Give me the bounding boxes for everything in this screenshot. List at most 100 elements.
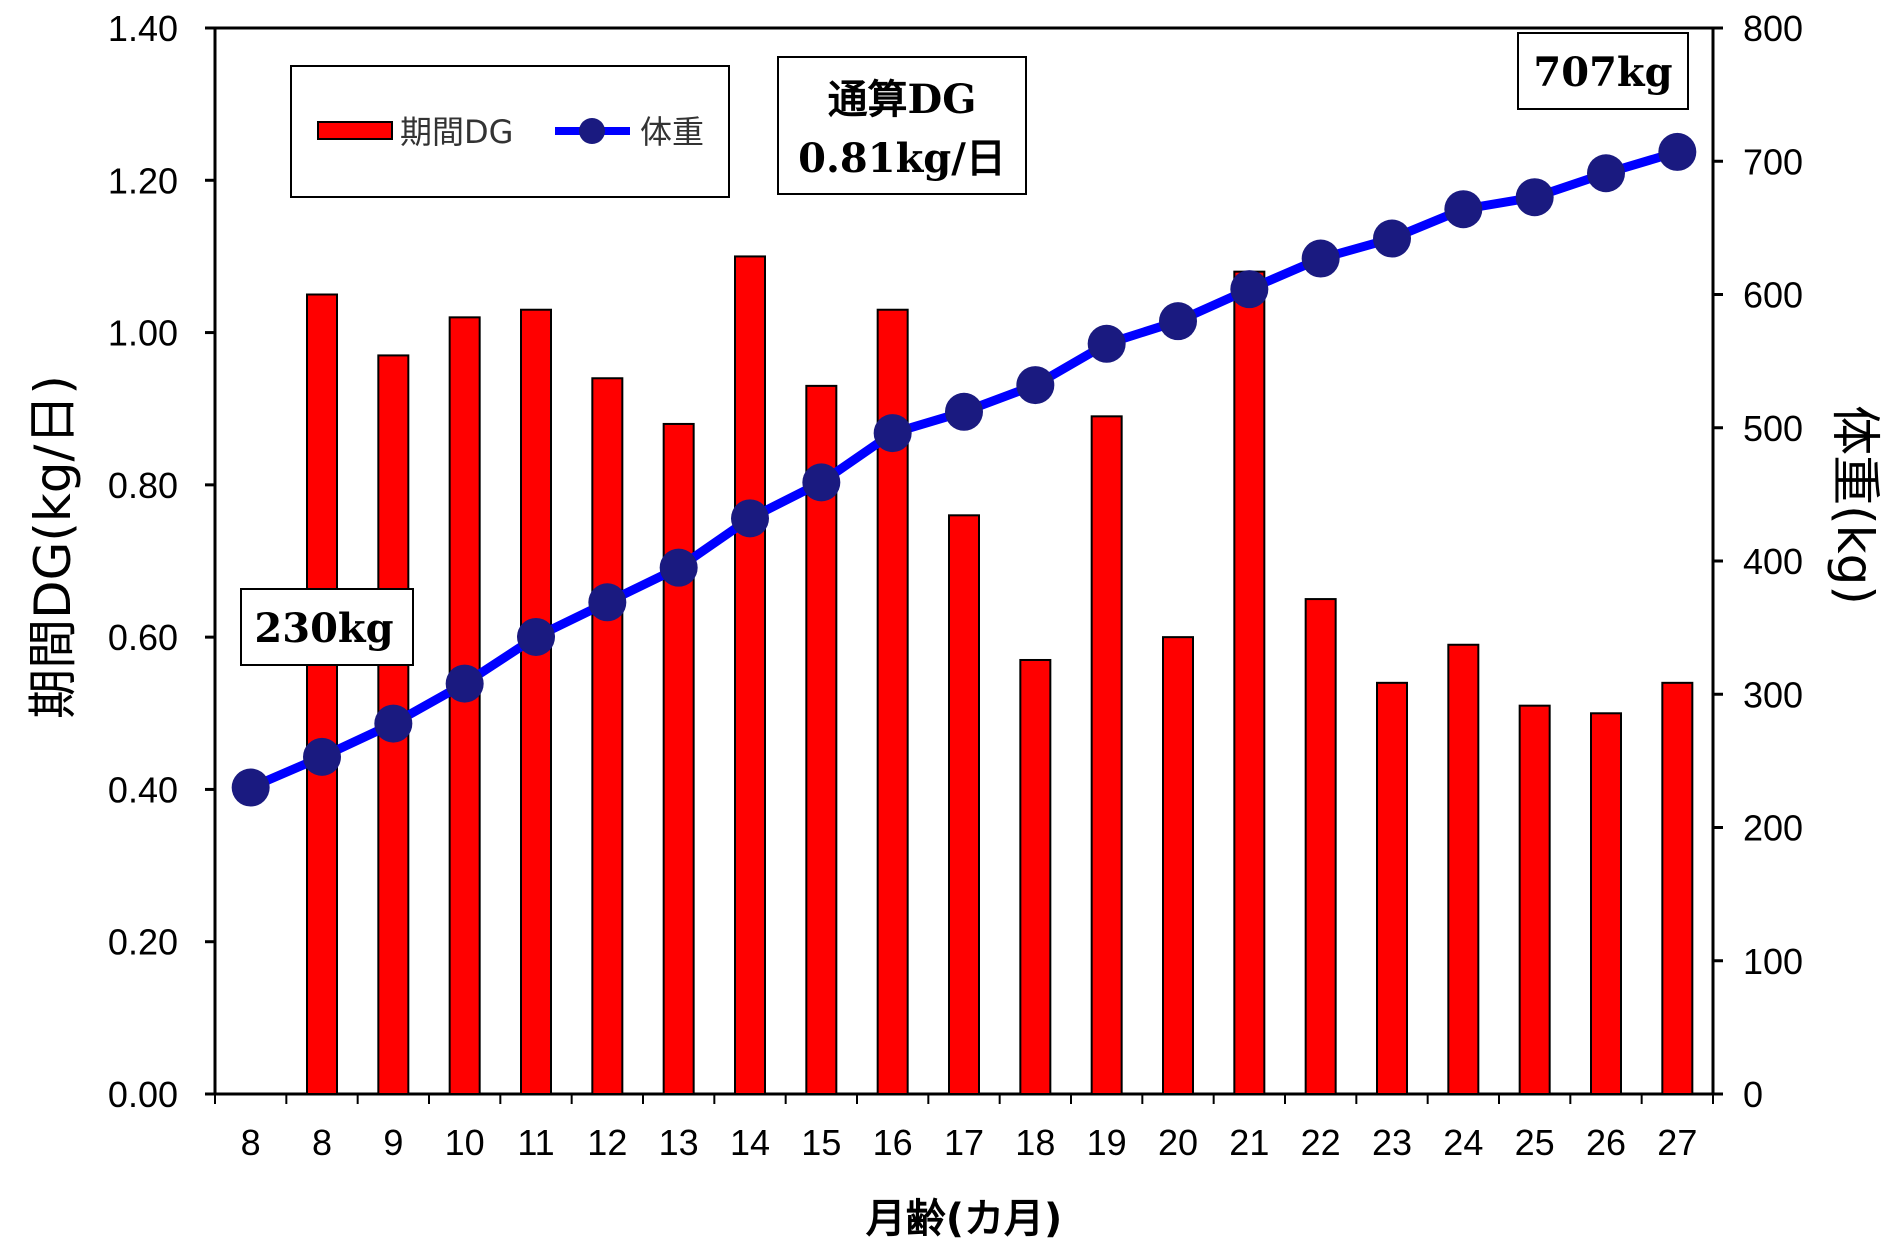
y-tick-label: 1.20 xyxy=(108,160,178,201)
weight-point xyxy=(517,617,555,656)
dg-bar xyxy=(1233,270,1266,1095)
x-tick-label: 8 xyxy=(312,1122,332,1163)
x-tick-label: 21 xyxy=(1229,1122,1269,1163)
y2-tick-label: 800 xyxy=(1743,8,1803,49)
legend-swatch-weight-marker xyxy=(579,118,605,144)
dg-bar xyxy=(1162,636,1194,1096)
end-weight-box xyxy=(1517,32,1689,110)
dg-bar xyxy=(1376,681,1408,1095)
x-axis-title: 月齢(カ月) xyxy=(866,1196,1063,1242)
x-tick-label: 16 xyxy=(873,1122,913,1163)
weight-point xyxy=(731,499,769,538)
x-tick-label: 8 xyxy=(241,1122,261,1163)
weight-point xyxy=(1301,239,1340,278)
y2-tick-label: 500 xyxy=(1743,408,1803,449)
overall-dg-annotation: 通算DG 0.81kg/日 xyxy=(777,56,1027,195)
dg-bar xyxy=(520,308,552,1095)
x-tick-label: 19 xyxy=(1087,1122,1127,1163)
weight-point xyxy=(1087,324,1126,363)
x-tick-label: 27 xyxy=(1657,1122,1697,1163)
y2-tick-label: 200 xyxy=(1743,808,1803,849)
y-tick-label: 0.60 xyxy=(108,617,178,658)
legend-swatch-dg xyxy=(317,121,393,140)
x-tick-label: 24 xyxy=(1443,1122,1483,1163)
x-tick-label: 17 xyxy=(944,1122,984,1163)
weight-point xyxy=(1444,190,1483,229)
y-tick-label: 0.00 xyxy=(108,1074,178,1115)
y-tick-label: 0.40 xyxy=(108,769,178,810)
legend: 期間DG 体重 xyxy=(290,65,730,198)
start-weight-label: 230kg xyxy=(254,605,393,652)
y2-tick-label: 100 xyxy=(1743,941,1803,982)
weight-point xyxy=(588,583,627,622)
weight-point xyxy=(1658,132,1697,171)
weight-point xyxy=(1159,302,1197,341)
weight-point xyxy=(374,704,413,743)
x-tick-label: 12 xyxy=(587,1122,627,1163)
weight-point xyxy=(945,392,983,431)
left-axis: 0.00 0.20 0.40 0.60 0.80 1.00 1.20 1.40 xyxy=(108,8,215,1115)
weight-point xyxy=(445,664,484,703)
end-weight-label: 707kg xyxy=(1533,49,1672,96)
dg-bar xyxy=(805,384,838,1096)
weight-point xyxy=(1230,270,1269,309)
y2-tick-label: 300 xyxy=(1743,674,1803,715)
weight-point xyxy=(1373,219,1411,258)
end-weight-annotation: 707kg xyxy=(1517,32,1689,110)
y-tick-label: 0.80 xyxy=(108,465,178,506)
dg-bar xyxy=(1447,643,1480,1095)
right-axis: 0 100 200 300 400 500 600 700 800 xyxy=(1713,8,1803,1115)
x-tick-label: 22 xyxy=(1301,1122,1341,1163)
dg-bar xyxy=(306,293,338,1095)
y2-axis-title: 体重(kg) xyxy=(1826,405,1884,605)
x-tick-label: 20 xyxy=(1158,1122,1198,1163)
y2-tick-label: 0 xyxy=(1743,1074,1763,1115)
start-weight-annotation: 230kg xyxy=(240,588,414,666)
dg-bar xyxy=(734,255,766,1095)
legend-label-dg: 期間DG xyxy=(400,113,513,151)
weight-point xyxy=(659,548,698,587)
dg-bar xyxy=(1518,704,1551,1096)
dg-bar xyxy=(591,377,624,1095)
legend-label-weight: 体重 xyxy=(640,113,704,151)
dg-bar xyxy=(1019,658,1052,1095)
x-tick-label: 11 xyxy=(517,1122,554,1163)
y-tick-label: 1.40 xyxy=(108,8,178,49)
start-weight-box xyxy=(240,588,414,666)
weight-point xyxy=(1587,154,1625,193)
x-tick-label: 15 xyxy=(801,1122,841,1163)
x-axis: 8 8 9 10 11 12 13 14 15 16 17 18 19 20 21 22 23 24 25 26 27 xyxy=(214,1094,1714,1163)
overall-dg-value: 0.81kg/日 xyxy=(798,135,1006,182)
x-tick-label: 9 xyxy=(383,1122,403,1163)
overall-dg-box xyxy=(777,56,1027,195)
y-tick-label: 0.20 xyxy=(108,922,178,963)
y2-tick-label: 700 xyxy=(1743,141,1803,182)
y2-tick-label: 400 xyxy=(1743,541,1803,582)
weight-point xyxy=(231,768,270,807)
weight-point xyxy=(1515,178,1554,217)
x-tick-label: 13 xyxy=(659,1122,699,1163)
y-axis-title: 期間DG(kg/日) xyxy=(24,375,82,719)
weight-point xyxy=(802,463,841,502)
x-tick-label: 18 xyxy=(1015,1122,1055,1163)
dg-bars xyxy=(306,255,1694,1096)
x-tick-label: 14 xyxy=(730,1122,770,1163)
dg-bar xyxy=(948,514,980,1095)
dg-bar xyxy=(1090,415,1123,1096)
weight-point xyxy=(1016,366,1055,405)
x-tick-label: 10 xyxy=(445,1122,485,1163)
weight-point xyxy=(303,737,341,776)
dg-bar xyxy=(448,316,481,1096)
dg-bar xyxy=(662,422,695,1095)
overall-dg-title: 通算DG xyxy=(828,76,977,123)
dg-bar xyxy=(1590,712,1622,1095)
weight-point xyxy=(873,414,912,453)
dg-bar xyxy=(1304,598,1337,1095)
x-tick-label: 25 xyxy=(1515,1122,1555,1163)
dg-bar xyxy=(1661,681,1694,1095)
y2-tick-label: 600 xyxy=(1743,275,1803,316)
x-tick-label: 26 xyxy=(1586,1122,1626,1163)
x-tick-label: 23 xyxy=(1372,1122,1412,1163)
y-tick-label: 1.00 xyxy=(108,313,178,354)
